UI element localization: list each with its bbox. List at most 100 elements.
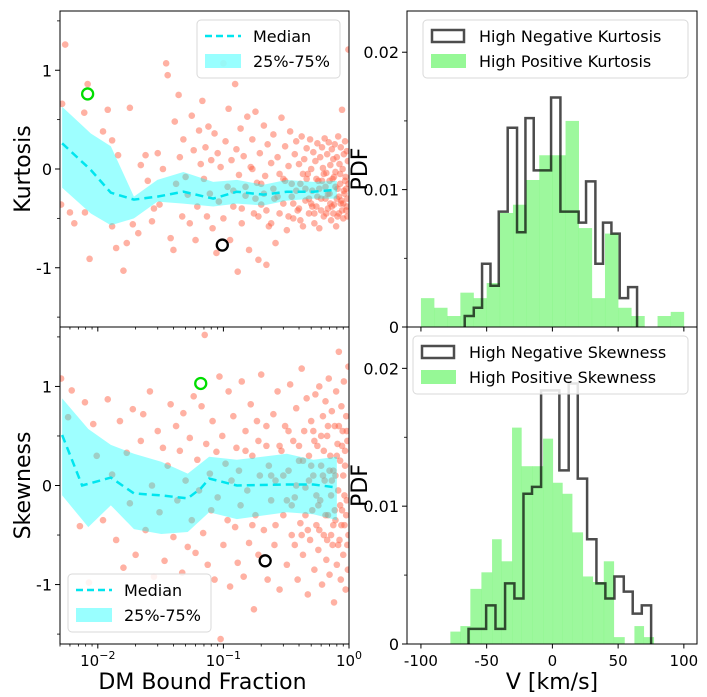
legend-label: High Positive Skewness [469, 368, 656, 387]
scatter-point [322, 183, 329, 191]
y-tick-label: 0 [42, 160, 52, 179]
histogram-step-outline [463, 96, 639, 327]
scatter-point [249, 452, 256, 460]
scatter-point [292, 482, 300, 489]
scatter-point [188, 516, 196, 524]
scatter-point [137, 437, 145, 445]
scatter-point [323, 432, 331, 440]
scatter-point [84, 80, 91, 88]
scatter-point [276, 586, 283, 593]
scatter-point [194, 203, 201, 210]
scatter-point [256, 472, 264, 479]
histogram-bar [539, 155, 553, 327]
y-axis-label: Skewness [11, 432, 36, 540]
scatter-point [134, 229, 142, 237]
skewness-histogram: 0.02 0.01 0 -100 -50 0 50 100 PDF V [km/s] High Ne… [348, 326, 698, 695]
scatter-point [200, 175, 208, 183]
scatter-point [315, 502, 322, 509]
scatter-point [341, 447, 349, 455]
histogram-bar [460, 626, 471, 644]
scatter-point [260, 526, 268, 534]
scatter-point [333, 561, 341, 569]
scatter-point [316, 153, 324, 161]
scatter-point [60, 100, 66, 108]
scatter-point [182, 173, 189, 181]
scatter-point [234, 559, 242, 567]
legend: Median 25%-75% [196, 19, 341, 79]
scatter-point [327, 452, 334, 460]
legend-label: High Negative Skewness [469, 343, 666, 362]
scatter-point [126, 104, 134, 112]
scatter-point [235, 171, 243, 179]
scatter-point [146, 388, 154, 395]
scatter-point [267, 159, 275, 167]
scatter-point [256, 149, 264, 157]
scatter-point [225, 388, 232, 395]
scatter-point [61, 41, 69, 48]
legend-band-swatch [205, 54, 241, 68]
scatter-point [324, 422, 332, 430]
histogram-bar [565, 120, 579, 327]
legend-label: 25%-75% [253, 52, 330, 71]
scatter-point [345, 531, 349, 539]
x-tick-label: 0 [548, 652, 558, 670]
scatter-point [320, 531, 328, 539]
scatter-point [295, 442, 303, 450]
scatter-point [214, 149, 221, 157]
scatter-point [325, 375, 333, 382]
y-tick-label: 0.01 [363, 497, 399, 516]
scatter-point [299, 222, 307, 230]
scatter-point [302, 511, 309, 519]
scatter-point [303, 395, 310, 402]
histogram-bar [613, 637, 625, 644]
scatter-point [93, 452, 101, 460]
histogram-bar [512, 204, 527, 327]
scatter-point [339, 165, 346, 173]
histogram-bar [603, 561, 615, 644]
scatter-point [120, 267, 127, 275]
scatter-point [126, 500, 134, 507]
scatter-point [341, 462, 349, 469]
scatter-point [326, 571, 333, 578]
scatter-point [322, 397, 329, 405]
legend: Median 25%-75% [67, 573, 212, 633]
scatter-point [288, 193, 296, 200]
scatter-point [338, 442, 346, 450]
legend-filled-swatch [421, 370, 456, 384]
scatter-point [326, 177, 333, 185]
scatter-point [86, 255, 93, 263]
scatter-point [291, 494, 299, 501]
scatter-point [276, 442, 283, 450]
scatter-point [224, 516, 231, 524]
scatter-point [264, 141, 271, 148]
scatter-point [263, 442, 270, 450]
tick-base: 10 [336, 652, 355, 670]
scatter-point [300, 155, 308, 163]
scatter-point [314, 193, 321, 200]
scatter-point [307, 417, 315, 425]
histogram-bar [450, 631, 461, 644]
legend-frame [67, 573, 212, 633]
scatter-point [99, 516, 107, 524]
scatter-point [76, 522, 84, 530]
histogram-bar [618, 307, 632, 327]
scatter-point [317, 432, 325, 440]
median-line [60, 434, 337, 500]
legend-frame [412, 335, 689, 395]
scatter-point [235, 467, 243, 474]
scatter-point [231, 523, 239, 531]
scatter-point [315, 383, 323, 390]
scatter-point [305, 195, 313, 202]
scatter-point [344, 541, 349, 549]
scatter-point [330, 599, 338, 606]
scatter-point [230, 203, 237, 210]
scatter-point [292, 138, 300, 145]
scatter-point [68, 387, 76, 394]
scatter-point [327, 161, 334, 169]
legend-frame [422, 19, 689, 79]
scatter-point [186, 434, 194, 442]
scatter-point [216, 373, 223, 380]
scatter-point [199, 97, 206, 105]
scatter-point [304, 170, 312, 178]
